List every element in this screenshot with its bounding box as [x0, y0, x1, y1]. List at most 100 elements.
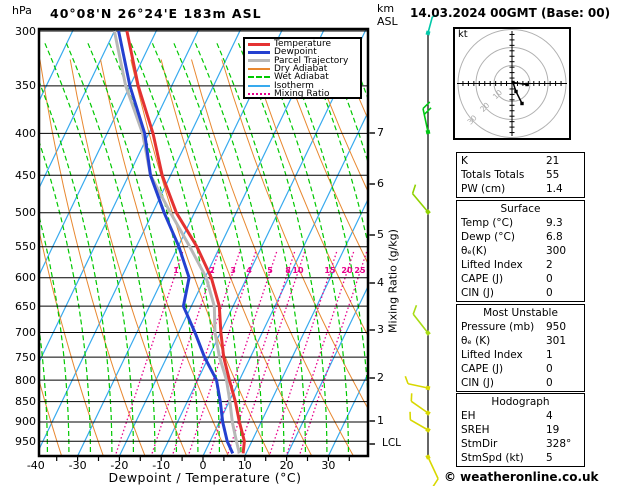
- km-tick-label: 7: [377, 126, 384, 139]
- x-tick-label: -30: [68, 459, 87, 472]
- legend-swatch: [248, 92, 270, 95]
- legend-item: Wet Adiabat: [248, 72, 360, 82]
- table-row: CAPE (J) 0: [457, 362, 584, 376]
- legend-swatch: [248, 42, 270, 46]
- pressure-tick-label: 450: [15, 168, 36, 182]
- wind-barb: [412, 304, 431, 336]
- row-label: EH: [461, 410, 476, 422]
- table-row: Temp (°C) 9.3: [457, 216, 584, 230]
- mixing-ratio-value-label: 8: [285, 266, 291, 275]
- pressure-tick-label: 300: [15, 24, 36, 38]
- km-tick-label: 6: [377, 177, 384, 190]
- row-value: 1.4: [546, 183, 563, 195]
- temperature-curve: [125, 30, 246, 454]
- row-value: 300: [546, 245, 567, 257]
- pressure-gridlines: [39, 30, 368, 442]
- table-header: Hodograph: [491, 396, 550, 408]
- pressure-tick-label: 850: [15, 395, 36, 409]
- row-label: Totals Totals: [461, 169, 525, 181]
- indices-table: Most Unstable Pressure (mb) 950 θₑ (K) 301 Li…: [456, 304, 585, 392]
- legend-label: Temperature: [274, 39, 332, 50]
- row-value: 301: [546, 335, 567, 347]
- row-value: 2: [546, 259, 553, 271]
- legend-label: Dewpoint: [274, 47, 317, 58]
- x-ticks: [56, 457, 350, 461]
- mixing-ratio-value-label: 1: [173, 266, 179, 275]
- wet-adiabats: [39, 41, 368, 456]
- wind-barb: [425, 454, 439, 486]
- table-row: CIN (J) 0: [457, 376, 584, 390]
- row-label: CIN (J): [461, 287, 494, 299]
- wind-barb: [425, 14, 439, 36]
- x-tick-label: -40: [26, 459, 45, 472]
- table-row: StmSpd (kt) 5: [457, 451, 584, 465]
- hodograph: 10 20 30: [453, 27, 571, 140]
- mixing-ratio-axis-title: Mixing Ratio (g/kg): [386, 229, 400, 333]
- legend-label: Dry Adiabat: [274, 64, 328, 75]
- km-tick-label: 4: [377, 276, 384, 289]
- table-row: Totals Totals 55: [457, 168, 584, 182]
- pressure-tick-label: 650: [15, 299, 36, 313]
- pressure-tick-label: 800: [15, 373, 36, 387]
- row-label: Lifted Index: [461, 259, 523, 271]
- table-row: θₑ (K) 301: [457, 334, 584, 348]
- pressure-tick-label: 400: [15, 126, 36, 140]
- lcl-label: LCL: [382, 437, 402, 449]
- dewpoint-curve: [117, 30, 235, 455]
- row-value: 1: [546, 349, 553, 361]
- row-value: 21: [546, 155, 560, 167]
- legend-item: Dry Adiabat: [248, 64, 360, 75]
- table-row: PW (cm) 1.4: [457, 182, 584, 196]
- row-label: Pressure (mb): [461, 321, 535, 333]
- row-label: CAPE (J): [461, 363, 504, 375]
- legend-swatch: [248, 50, 270, 54]
- pressure-tick-label: 500: [15, 206, 36, 220]
- km-tick-label: 1: [377, 414, 384, 427]
- x-tick-label: 10: [237, 459, 252, 472]
- row-value: 0: [546, 287, 553, 299]
- km-tick-label: 2: [377, 371, 384, 384]
- valid-datetime: 14.03.2024 00GMT (Base: 00): [410, 6, 611, 20]
- pressure-tick-label: 350: [15, 79, 36, 93]
- asl-unit-label: ASL: [377, 15, 398, 28]
- x-tick-label: 30: [321, 459, 336, 472]
- table-row: CIN (J) 0: [457, 286, 584, 300]
- row-value: 0: [546, 377, 553, 389]
- legend-label: Parcel Trajectory: [274, 55, 349, 66]
- mixing-ratio-value-label: 2: [209, 266, 215, 275]
- legend-swatch: [248, 68, 270, 71]
- row-value: 0: [546, 273, 553, 285]
- background-lines: [39, 29, 368, 456]
- row-label: CIN (J): [461, 377, 494, 389]
- x-tick-label: 0: [199, 459, 207, 472]
- row-value: 328°: [546, 438, 572, 450]
- pressure-tick-label: 600: [15, 271, 36, 285]
- legend-item: Isotherm: [248, 81, 360, 91]
- row-label: K: [461, 155, 468, 167]
- indices-table: Hodograph EH 4 SREH 19 StmDir 328° StmSpd (kt) 5: [456, 393, 585, 467]
- wind-barb: [409, 411, 431, 433]
- mixing-ratio-value-label: 25: [354, 266, 366, 275]
- pressure-tick-label: 700: [15, 326, 36, 340]
- row-value: 9.3: [546, 217, 563, 229]
- sounding-curves: [112, 30, 246, 455]
- table-row: Lifted Index 1: [457, 348, 584, 362]
- row-label: θₑ(K): [461, 245, 487, 257]
- legend-item: Parcel Trajectory: [248, 55, 360, 66]
- legend-label: Mixing Ratio: [274, 88, 330, 99]
- hodograph-unit-label: kt: [458, 29, 468, 40]
- row-value: 19: [546, 424, 560, 436]
- indices-table: Surface Temp (°C) 9.3 Dewp (°C) 6.8 θₑ(K) 300 L…: [456, 200, 585, 302]
- mixing-ratio-value-label: 10: [292, 266, 304, 275]
- km-unit-label: km: [377, 2, 395, 15]
- table-row: Pressure (mb) 950: [457, 320, 584, 334]
- table-row: CAPE (J) 0: [457, 272, 584, 286]
- km-tick-label: 5: [377, 228, 384, 241]
- wind-barb: [411, 184, 431, 215]
- row-value: 4: [546, 410, 553, 422]
- row-value: 5: [546, 452, 553, 464]
- km-tick-label: 3: [377, 323, 384, 336]
- x-tick-label: 20: [279, 459, 294, 472]
